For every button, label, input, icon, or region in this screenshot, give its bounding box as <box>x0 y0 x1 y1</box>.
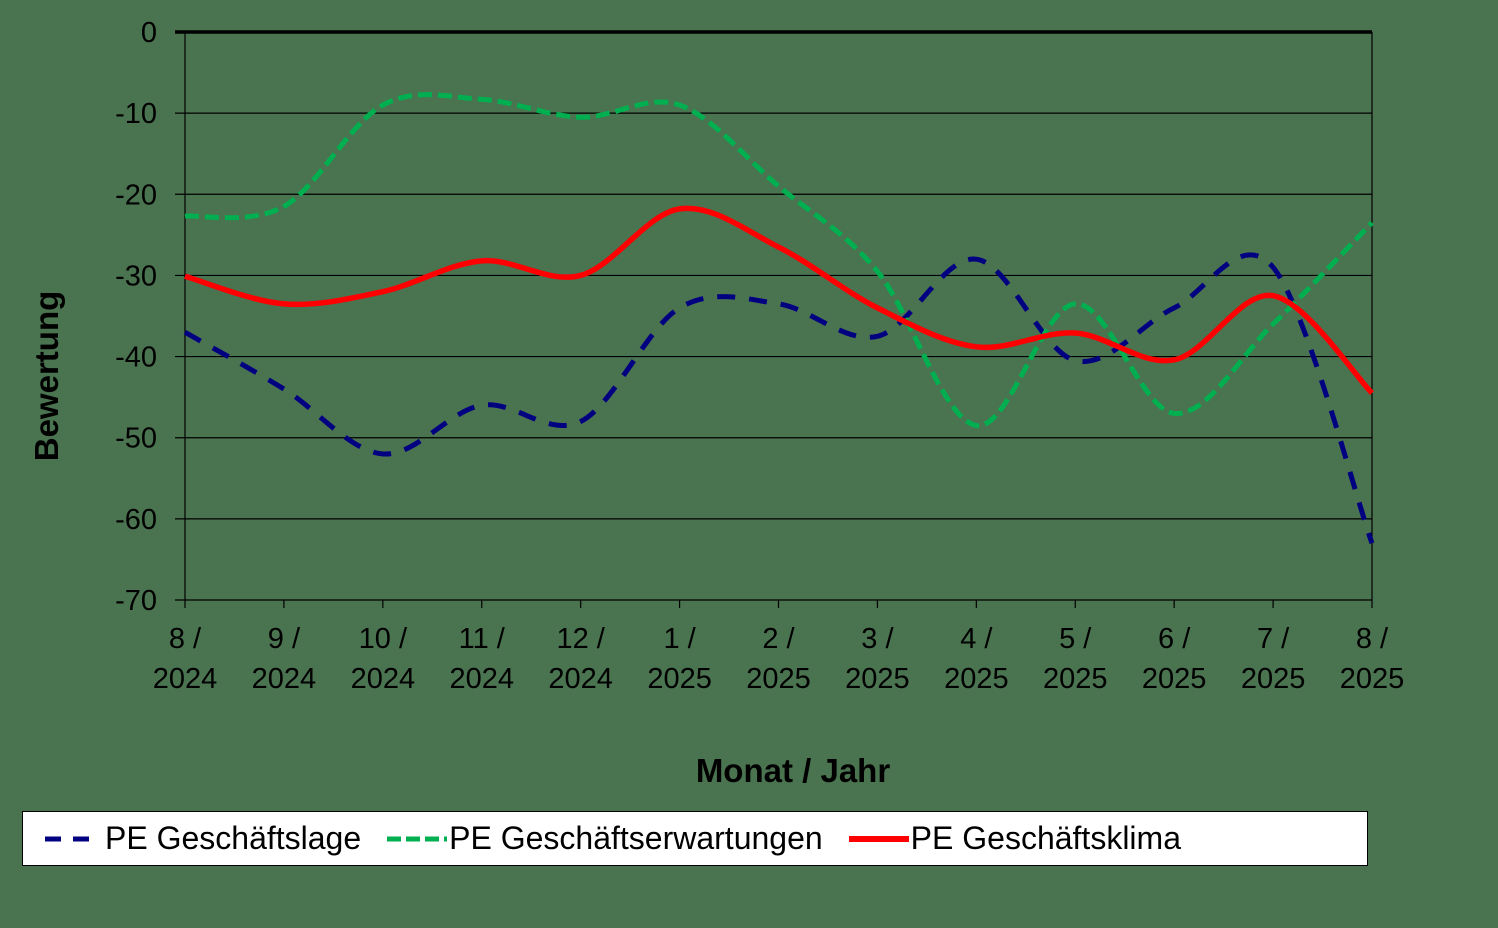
legend: PE Geschäftslage PE Geschäftserwartungen… <box>22 811 1368 866</box>
y-tick-label: -40 <box>115 342 157 374</box>
x-axis-title: Monat / Jahr <box>696 752 891 789</box>
y-axis-title: Bewertung <box>28 291 65 462</box>
legend-item-geschaeftsklima: PE Geschäftsklima <box>847 820 1181 857</box>
line-chart: 0 -10 -20 -30 -40 -50 -60 -70 8 /2024 9 /2024 10 … <box>28 17 1405 789</box>
x-axis-ticks: 8 /2024 9 /2024 10 /2024 11 /2024 12 /2024 1 … <box>153 623 1405 695</box>
x-tick-label: 10 /2024 <box>351 623 416 695</box>
x-tick-label: 12 /2024 <box>548 623 613 695</box>
legend-label: PE Geschäftslage <box>105 820 362 856</box>
x-tick-label: 8 /2024 <box>153 623 218 695</box>
legend-label: PE Geschäftsklima <box>910 820 1181 856</box>
x-tick-label: 2 /2025 <box>746 623 811 695</box>
x-tick-label: 5 /2025 <box>1043 623 1108 695</box>
x-tick-label: 7 /2025 <box>1241 623 1306 695</box>
y-tick-label: -70 <box>115 585 157 617</box>
y-tick-label: -50 <box>115 423 157 455</box>
legend-item-geschaeftslage: PE Geschäftslage <box>41 820 361 857</box>
y-tick-label: -20 <box>115 179 157 211</box>
x-tick-label: 1 /2025 <box>647 623 712 695</box>
y-tick-label: -10 <box>115 98 157 130</box>
legend-label: PE Geschäftserwartungen <box>449 820 823 856</box>
series-line-2 <box>184 205 1374 396</box>
dashed-line-icon <box>45 836 101 841</box>
series-line-1 <box>184 92 1374 429</box>
dotted-line-icon <box>387 836 448 841</box>
x-tick-label: 8 /2025 <box>1340 623 1405 695</box>
y-tick-label: 0 <box>141 17 157 49</box>
x-tick-label: 6 /2025 <box>1142 623 1207 695</box>
series-lines <box>183 92 1375 545</box>
y-tick-label: -60 <box>115 504 157 536</box>
y-tick-label: -30 <box>115 260 157 292</box>
x-tick-label: 11 /2024 <box>449 623 514 695</box>
x-tick-label: 4 /2025 <box>944 623 1009 695</box>
gridlines <box>175 30 1373 608</box>
y-axis-ticks: 0 -10 -20 -30 -40 -50 -60 -70 <box>115 17 157 617</box>
series-line-0 <box>183 252 1375 545</box>
solid-line-icon <box>848 835 909 842</box>
x-tick-label: 9 /2024 <box>252 623 317 695</box>
x-tick-label: 3 /2025 <box>845 623 910 695</box>
legend-item-geschaeftserwartungen: PE Geschäftserwartungen <box>385 820 823 857</box>
